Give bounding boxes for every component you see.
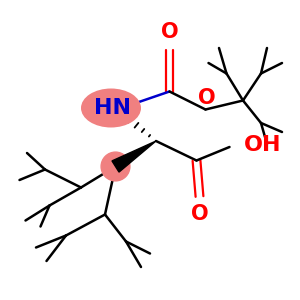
Ellipse shape	[81, 88, 141, 128]
Text: O: O	[161, 22, 178, 42]
Text: O: O	[198, 88, 215, 108]
Text: HN: HN	[94, 98, 131, 118]
Polygon shape	[112, 141, 156, 172]
Text: OH: OH	[244, 135, 281, 155]
Text: O: O	[191, 204, 208, 224]
Circle shape	[101, 152, 130, 181]
